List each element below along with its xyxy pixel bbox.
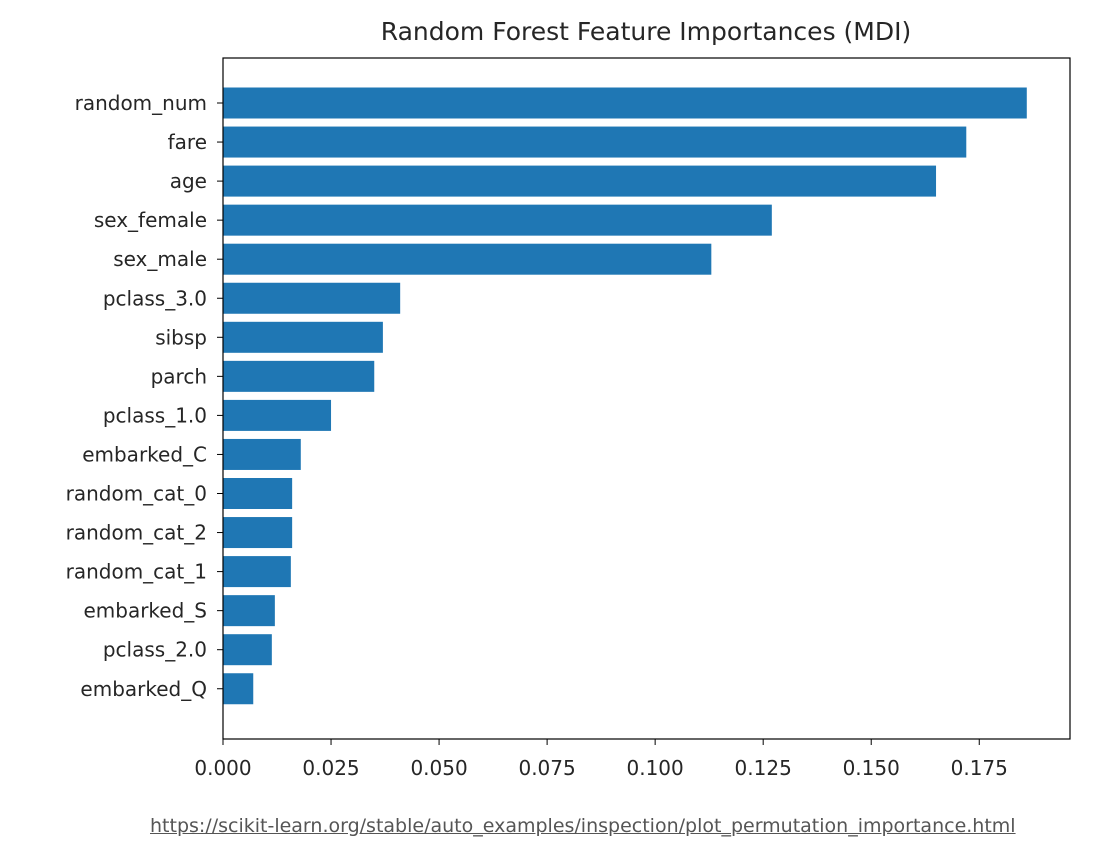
x-axis: 0.000 0.025 0.050 0.075 0.100 0.125 0.150 0.175 <box>194 739 1008 780</box>
x-tick-label: 0.175 <box>951 756 1008 780</box>
bar-pclass_1.0 <box>223 399 332 431</box>
y-tick-label: sibsp <box>155 325 207 349</box>
y-tick-label: pclass_1.0 <box>103 403 207 427</box>
bar-pclass_2.0 <box>223 634 272 666</box>
bar-embarked_Q <box>223 673 254 705</box>
y-tick-label: pclass_3.0 <box>103 286 207 310</box>
y-tick-label: sex_female <box>94 208 207 232</box>
bar-sex_male <box>223 243 712 275</box>
y-tick-label: sex_male <box>113 247 207 271</box>
bars-layer <box>223 87 1027 705</box>
y-tick-label: fare <box>168 130 207 154</box>
y-tick-label: pclass_2.0 <box>103 638 207 662</box>
y-tick-label: embarked_Q <box>80 677 207 701</box>
x-tick-label: 0.000 <box>194 756 251 780</box>
bar-sibsp <box>223 321 383 353</box>
y-tick-label: random_cat_0 <box>66 482 207 506</box>
y-tick-label: random_cat_1 <box>66 560 207 584</box>
source-link[interactable]: https://scikit-learn.org/stable/auto_exa… <box>150 815 1016 837</box>
bar-embarked_C <box>223 438 301 470</box>
plot-frame <box>222 57 1071 740</box>
x-tick-label: 0.075 <box>518 756 575 780</box>
bar-pclass_3.0 <box>223 282 401 314</box>
y-tick-label: parch <box>151 364 207 388</box>
x-tick-label: 0.100 <box>627 756 684 780</box>
feature-importance-chart: Random Forest Feature Importances (MDI) … <box>66 17 1071 780</box>
y-tick-label: random_num <box>75 91 207 115</box>
bar-embarked_S <box>223 595 275 627</box>
y-tick-label: age <box>170 169 207 193</box>
x-tick-label: 0.150 <box>843 756 900 780</box>
bar-fare <box>223 126 967 158</box>
y-tick-label: embarked_C <box>82 442 207 466</box>
x-tick-label: 0.025 <box>302 756 359 780</box>
bar-parch <box>223 360 375 392</box>
chart-title: Random Forest Feature Importances (MDI) <box>381 17 911 46</box>
bar-age <box>223 165 937 197</box>
x-tick-label: 0.125 <box>735 756 792 780</box>
x-tick-label: 0.050 <box>410 756 467 780</box>
bar-random_cat_0 <box>223 478 293 509</box>
bar-sex_female <box>223 204 772 236</box>
bar-random_cat_1 <box>223 556 291 588</box>
bar-random_cat_2 <box>223 517 293 549</box>
bar-random_num <box>223 87 1027 119</box>
y-tick-label: embarked_S <box>83 599 207 623</box>
y-tick-label: random_cat_2 <box>66 521 207 545</box>
